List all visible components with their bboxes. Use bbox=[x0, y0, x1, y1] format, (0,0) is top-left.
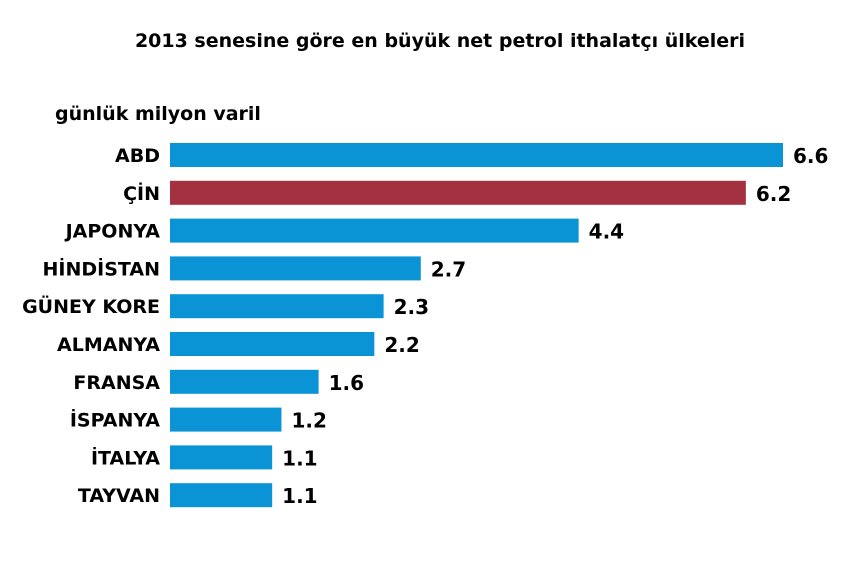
unit-label: günlük milyon varil bbox=[55, 103, 261, 125]
category-label: FRANSA bbox=[73, 372, 160, 394]
category-label: ABD bbox=[115, 145, 160, 167]
category-label: ALMANYA bbox=[57, 334, 160, 356]
bar-3 bbox=[170, 218, 579, 243]
category-label: HİNDİSTAN bbox=[43, 256, 161, 280]
value-label: 1.1 bbox=[282, 446, 317, 470]
bar-9 bbox=[170, 445, 273, 470]
chart-title: 2013 senesine göre en büyük net petrol i… bbox=[135, 30, 745, 52]
category-label: JAPONYA bbox=[64, 221, 161, 243]
bar-6 bbox=[170, 332, 375, 356]
value-label: 2.7 bbox=[431, 257, 466, 281]
bar-10 bbox=[170, 483, 273, 508]
value-label: 2.3 bbox=[394, 295, 429, 319]
value-label: 6.2 bbox=[756, 182, 791, 206]
bar-7 bbox=[170, 369, 319, 394]
value-label: 1.1 bbox=[282, 484, 317, 508]
bar-4 bbox=[170, 256, 421, 281]
bar-5 bbox=[170, 294, 384, 319]
category-label: İTALYA bbox=[91, 445, 160, 469]
category-label: GÜNEY KORE bbox=[22, 294, 160, 318]
value-label: 2.2 bbox=[384, 333, 419, 357]
bar-1 bbox=[170, 143, 783, 167]
value-label: 1.6 bbox=[329, 371, 364, 395]
category-label: İSPANYA bbox=[70, 408, 160, 432]
bar-8 bbox=[170, 407, 282, 432]
category-label: ÇİN bbox=[123, 181, 160, 205]
value-label: 1.2 bbox=[291, 409, 326, 433]
value-label: 4.4 bbox=[589, 220, 624, 244]
category-label: TAYVAN bbox=[78, 485, 160, 507]
bar-2 bbox=[170, 180, 746, 205]
value-label: 6.6 bbox=[793, 144, 828, 168]
bars-group: ABD 6.6 ÇİN 6.2 JAPONYA 4.4 HİNDİSTAN 2.7 GÜNEY … bbox=[22, 143, 828, 508]
